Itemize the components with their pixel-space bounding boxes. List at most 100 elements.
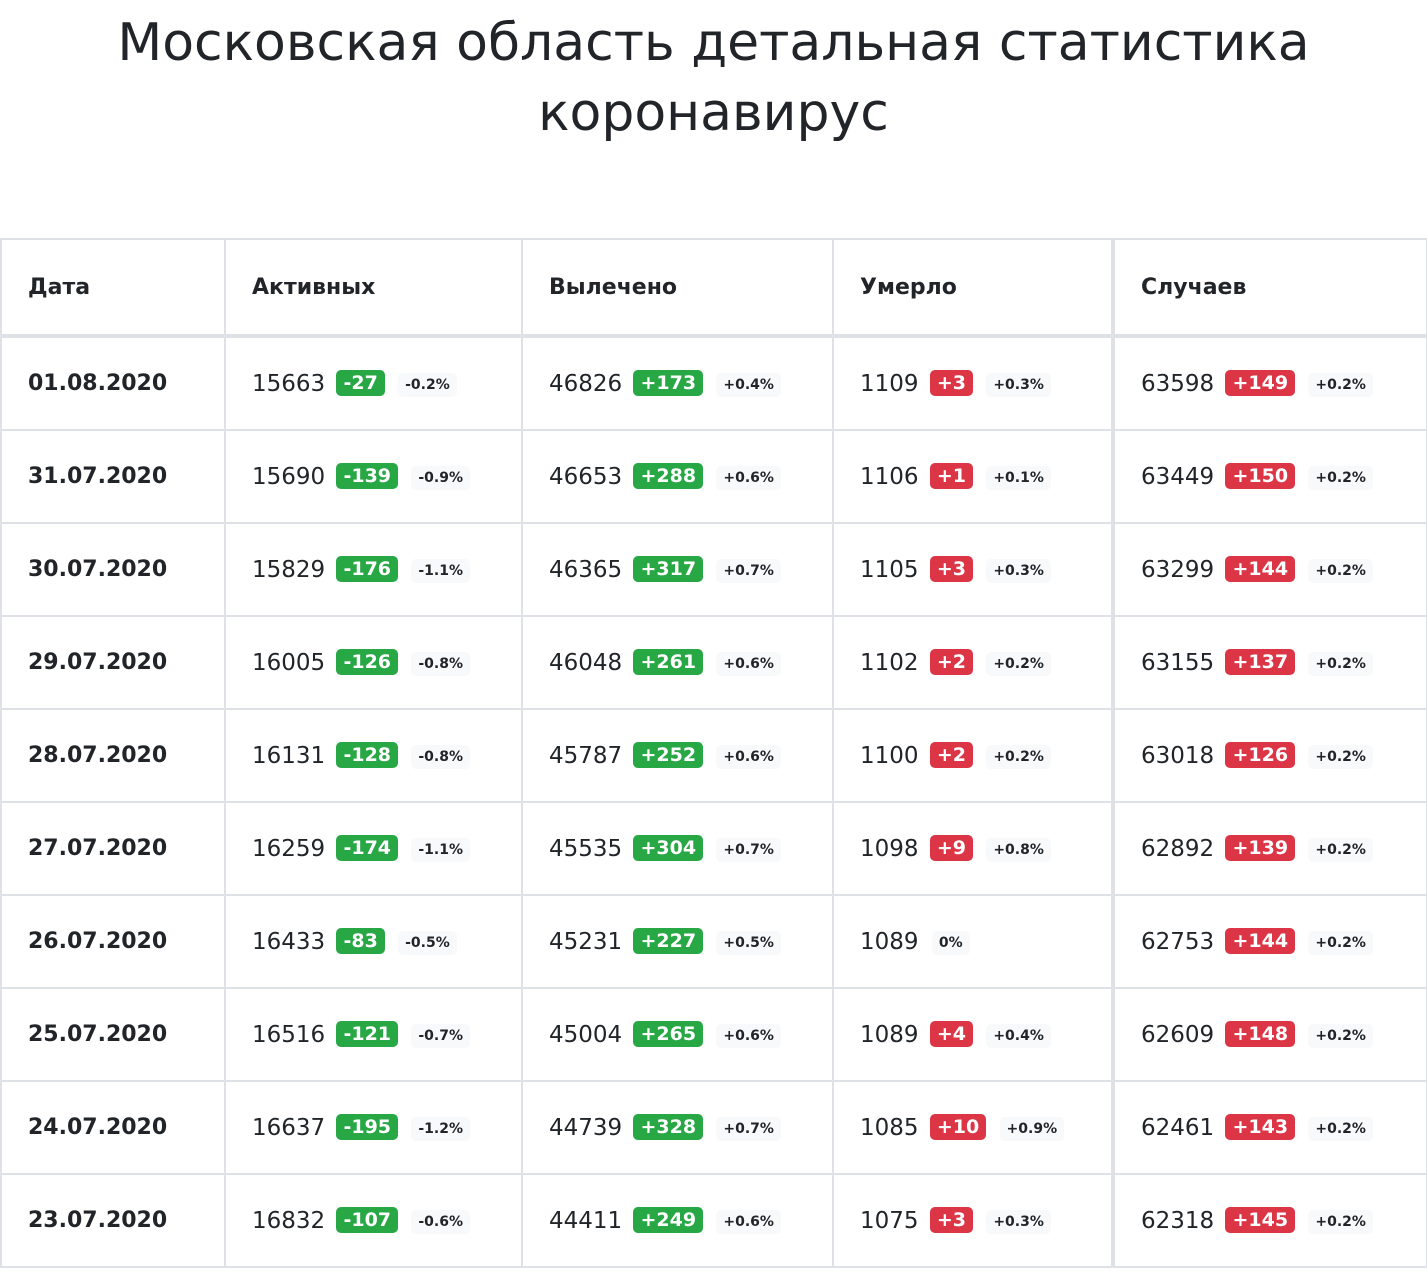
active-cell: 15829 -176 -1.1% [224, 522, 523, 617]
cases-delta-badge: +144 [1225, 928, 1296, 954]
deaths-percent-badge: +0.1% [986, 466, 1051, 490]
cases-percent-badge: +0.2% [1308, 1210, 1373, 1234]
cases-cell: 63018 +126 +0.2% [1111, 708, 1427, 803]
active-value: 16832 [252, 1208, 326, 1234]
recovered-percent-badge: +0.5% [716, 931, 781, 955]
recovered-percent-badge: +0.4% [716, 373, 781, 397]
active-delta-badge: -195 [336, 1114, 399, 1140]
deaths-value: 1085 [860, 1115, 919, 1141]
recovered-value: 46653 [549, 464, 623, 490]
active-percent-badge: -0.8% [411, 652, 470, 676]
recovered-delta-badge: +265 [633, 1021, 704, 1047]
active-percent-badge: -0.8% [411, 745, 470, 769]
active-cell: 16637 -195 -1.2% [224, 1080, 523, 1175]
active-percent-badge: -0.6% [411, 1210, 470, 1234]
date-cell: 26.07.2020 [0, 894, 226, 989]
recovered-delta-badge: +304 [633, 835, 704, 861]
cases-delta-badge: +145 [1225, 1207, 1296, 1233]
cases-value: 63018 [1141, 743, 1215, 769]
cases-value: 62753 [1141, 929, 1215, 955]
recovered-value: 45787 [549, 743, 623, 769]
cases-delta-badge: +139 [1225, 835, 1296, 861]
date-cell: 25.07.2020 [0, 987, 226, 1082]
table-row: 27.07.2020 16259 -174 -1.1% 45535 +304 +… [0, 801, 1427, 896]
active-delta-badge: -174 [336, 835, 399, 861]
deaths-delta-badge: +9 [929, 835, 973, 861]
active-cell: 16131 -128 -0.8% [224, 708, 523, 803]
recovered-percent-badge: +0.7% [716, 838, 781, 862]
cases-cell: 62461 +143 +0.2% [1111, 1080, 1427, 1175]
active-value: 15829 [252, 557, 326, 583]
date-cell: 29.07.2020 [0, 615, 226, 710]
recovered-delta-badge: +173 [633, 370, 704, 396]
header-deaths: Умерло [832, 238, 1114, 338]
cases-value: 62318 [1141, 1208, 1215, 1234]
cases-cell: 62753 +144 +0.2% [1111, 894, 1427, 989]
active-percent-badge: -0.2% [398, 373, 457, 397]
cases-delta-badge: +126 [1225, 742, 1296, 768]
header-row: Дата Активных Вылечено Умерло Случаев [0, 238, 1427, 338]
recovered-delta-badge: +288 [633, 463, 704, 489]
table-row: 28.07.2020 16131 -128 -0.8% 45787 +252 +… [0, 708, 1427, 803]
deaths-value: 1098 [860, 836, 919, 862]
active-value: 15690 [252, 464, 326, 490]
cases-cell: 62892 +139 +0.2% [1111, 801, 1427, 896]
recovered-value: 46365 [549, 557, 623, 583]
header-date: Дата [0, 238, 226, 338]
date-cell: 31.07.2020 [0, 429, 226, 524]
active-value: 16637 [252, 1115, 326, 1141]
table-body: 01.08.2020 15663 -27 -0.2% 46826 +173 +0… [0, 335, 1427, 1268]
cases-percent-badge: +0.2% [1308, 373, 1373, 397]
active-cell: 16433 -83 -0.5% [224, 894, 523, 989]
recovered-value: 45231 [549, 929, 623, 955]
active-percent-badge: -1.1% [411, 559, 470, 583]
table-row: 23.07.2020 16832 -107 -0.6% 44411 +249 +… [0, 1173, 1427, 1268]
active-delta-badge: -27 [336, 370, 385, 396]
cases-value: 63598 [1141, 371, 1215, 397]
deaths-cell: 1089 0% [832, 894, 1114, 989]
deaths-percent-badge: +0.3% [986, 1210, 1051, 1234]
active-cell: 16259 -174 -1.1% [224, 801, 523, 896]
table-row: 26.07.2020 16433 -83 -0.5% 45231 +227 +0… [0, 894, 1427, 989]
active-percent-badge: -0.7% [411, 1024, 470, 1048]
active-value: 16131 [252, 743, 326, 769]
date-cell: 24.07.2020 [0, 1080, 226, 1175]
recovered-percent-badge: +0.6% [716, 466, 781, 490]
cases-percent-badge: +0.2% [1308, 1117, 1373, 1141]
recovered-percent-badge: +0.7% [716, 559, 781, 583]
deaths-cell: 1075 +3 +0.3% [832, 1173, 1114, 1268]
recovered-cell: 44411 +249 +0.6% [521, 1173, 834, 1268]
date-cell: 30.07.2020 [0, 522, 226, 617]
active-cell: 15663 -27 -0.2% [224, 335, 523, 431]
active-cell: 16005 -126 -0.8% [224, 615, 523, 710]
cases-value: 62609 [1141, 1022, 1215, 1048]
recovered-delta-badge: +249 [633, 1207, 704, 1233]
recovered-cell: 46365 +317 +0.7% [521, 522, 834, 617]
recovered-cell: 45231 +227 +0.5% [521, 894, 834, 989]
active-delta-badge: -107 [336, 1207, 399, 1233]
date-cell: 28.07.2020 [0, 708, 226, 803]
recovered-cell: 44739 +328 +0.7% [521, 1080, 834, 1175]
active-value: 16259 [252, 836, 326, 862]
recovered-cell: 45004 +265 +0.6% [521, 987, 834, 1082]
deaths-delta-badge: +2 [929, 742, 973, 768]
deaths-percent-badge: +0.8% [986, 838, 1051, 862]
recovered-percent-badge: +0.6% [716, 745, 781, 769]
deaths-value: 1089 [860, 928, 919, 955]
recovered-delta-badge: +227 [633, 928, 704, 954]
deaths-cell: 1109 +3 +0.3% [832, 335, 1114, 431]
recovered-percent-badge: +0.6% [716, 1210, 781, 1234]
active-delta-badge: -83 [336, 928, 385, 954]
date-cell: 23.07.2020 [0, 1173, 226, 1268]
active-value: 16433 [252, 929, 326, 955]
recovered-percent-badge: +0.7% [716, 1117, 781, 1141]
recovered-value: 45004 [549, 1022, 623, 1048]
deaths-value: 1075 [860, 1208, 919, 1234]
header-recovered: Вылечено [521, 238, 834, 338]
table-row: 30.07.2020 15829 -176 -1.1% 46365 +317 +… [0, 522, 1427, 617]
deaths-percent-badge: +0.3% [986, 373, 1051, 397]
header-active: Активных [224, 238, 523, 338]
recovered-delta-badge: +317 [633, 556, 704, 582]
deaths-cell: 1106 +1 +0.1% [832, 429, 1114, 524]
table-row: 24.07.2020 16637 -195 -1.2% 44739 +328 +… [0, 1080, 1427, 1175]
